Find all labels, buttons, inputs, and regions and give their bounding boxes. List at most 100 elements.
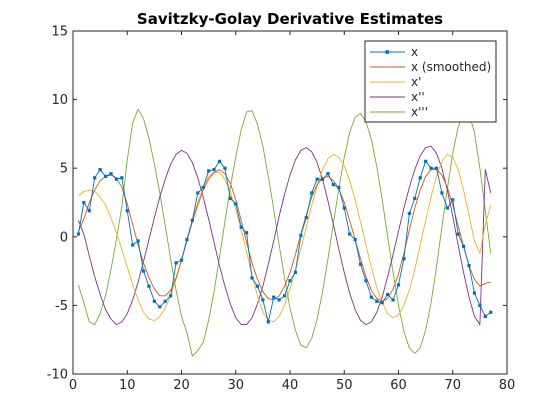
data-point-marker xyxy=(239,225,243,229)
data-point-marker xyxy=(76,232,81,236)
data-point-marker xyxy=(282,294,287,298)
data-point-marker xyxy=(369,295,373,299)
data-point-marker xyxy=(152,299,156,303)
data-point-marker xyxy=(434,166,439,170)
data-point-marker xyxy=(331,183,335,187)
x-tick-label: 50 xyxy=(336,378,353,393)
chart-title: Savitzky-Golay Derivative Estimates xyxy=(137,10,443,28)
x-tick-label: 20 xyxy=(173,378,190,393)
legend-label: x' xyxy=(411,75,421,89)
data-point-marker xyxy=(103,174,108,179)
series-line-4 xyxy=(77,108,492,357)
data-point-marker xyxy=(418,176,422,180)
x-tick-label: 30 xyxy=(227,378,244,393)
data-point-marker xyxy=(456,232,460,236)
data-point-marker xyxy=(293,270,298,275)
legend-label: x xyxy=(411,45,418,59)
data-point-marker xyxy=(174,261,178,265)
data-point-marker xyxy=(364,279,368,283)
x-tick-label: 40 xyxy=(282,378,299,393)
legend-marker xyxy=(385,50,389,54)
data-point-marker xyxy=(266,320,270,324)
data-point-marker xyxy=(375,299,379,303)
data-point-marker xyxy=(299,233,303,238)
data-point-marker xyxy=(467,264,471,268)
data-point-marker xyxy=(277,298,281,302)
data-point-marker xyxy=(440,191,444,195)
data-point-marker xyxy=(348,232,352,236)
data-point-marker xyxy=(87,209,91,213)
data-point-marker xyxy=(483,314,487,318)
x-tick-label: 10 xyxy=(119,378,136,393)
data-point-marker xyxy=(396,283,401,287)
data-point-marker xyxy=(82,200,86,205)
data-point-marker xyxy=(472,291,477,295)
y-tick-label: -10 xyxy=(47,368,68,383)
data-point-marker xyxy=(288,279,292,283)
y-tick-label: 10 xyxy=(51,93,68,108)
y-tick-label: 0 xyxy=(60,230,68,245)
data-point-marker xyxy=(228,196,232,200)
data-point-marker xyxy=(304,215,308,220)
data-point-marker xyxy=(315,177,319,181)
data-point-marker xyxy=(125,209,129,213)
x-tick-label: 0 xyxy=(69,378,77,393)
data-point-marker xyxy=(234,202,238,206)
data-point-marker xyxy=(169,294,173,298)
data-point-marker xyxy=(163,299,167,303)
data-point-marker xyxy=(424,159,428,163)
data-point-marker xyxy=(114,177,118,181)
data-point-marker xyxy=(413,196,417,200)
series-lines xyxy=(76,108,493,357)
data-point-marker xyxy=(310,191,314,195)
data-point-marker xyxy=(326,172,330,176)
data-point-marker xyxy=(158,305,162,309)
data-point-marker xyxy=(201,185,205,190)
data-point-marker xyxy=(451,198,455,202)
x-tick-label: 60 xyxy=(390,378,407,393)
data-point-marker xyxy=(141,269,146,273)
data-point-marker xyxy=(407,211,411,216)
data-point-marker xyxy=(272,295,276,299)
x-tick-label: 80 xyxy=(499,378,516,393)
data-point-marker xyxy=(391,298,395,302)
series-line-1 xyxy=(78,169,491,302)
legend-label: x (smoothed) xyxy=(411,60,491,74)
data-point-marker xyxy=(207,169,211,173)
data-point-marker xyxy=(445,206,449,210)
data-point-marker xyxy=(402,257,406,261)
legend-label: x''' xyxy=(411,105,428,119)
data-point-marker xyxy=(255,284,260,288)
data-point-marker xyxy=(342,206,346,210)
data-point-marker xyxy=(120,176,124,180)
legend: xx (smoothed)x'x''x''' xyxy=(364,40,497,123)
data-point-marker xyxy=(429,166,433,170)
data-point-marker xyxy=(380,301,384,305)
data-point-marker xyxy=(337,185,341,190)
ticks: 0 10 20 30 40 50 60 70 80 -10 -5 0 5 10 15 xyxy=(47,25,516,394)
data-point-marker xyxy=(478,303,482,307)
data-point-marker xyxy=(217,159,222,163)
data-point-marker xyxy=(489,310,493,314)
data-point-marker xyxy=(353,237,357,242)
y-tick-label: 5 xyxy=(60,162,68,177)
series-line-2 xyxy=(78,154,492,323)
data-point-marker xyxy=(386,292,390,297)
data-point-marker xyxy=(212,167,216,172)
data-point-marker xyxy=(179,258,184,262)
x-tick-label: 70 xyxy=(444,378,461,393)
data-point-marker xyxy=(320,177,325,181)
data-point-marker xyxy=(261,298,265,302)
data-point-marker xyxy=(196,191,200,195)
legend-label: x'' xyxy=(411,90,425,104)
data-point-marker xyxy=(250,276,254,280)
data-point-marker xyxy=(147,284,151,288)
data-point-marker xyxy=(131,243,135,247)
data-point-marker xyxy=(98,167,102,172)
data-point-marker xyxy=(185,237,189,242)
data-point-marker xyxy=(93,176,97,180)
data-point-marker xyxy=(109,172,113,176)
series-line-3 xyxy=(78,145,492,326)
data-point-marker xyxy=(462,244,466,249)
